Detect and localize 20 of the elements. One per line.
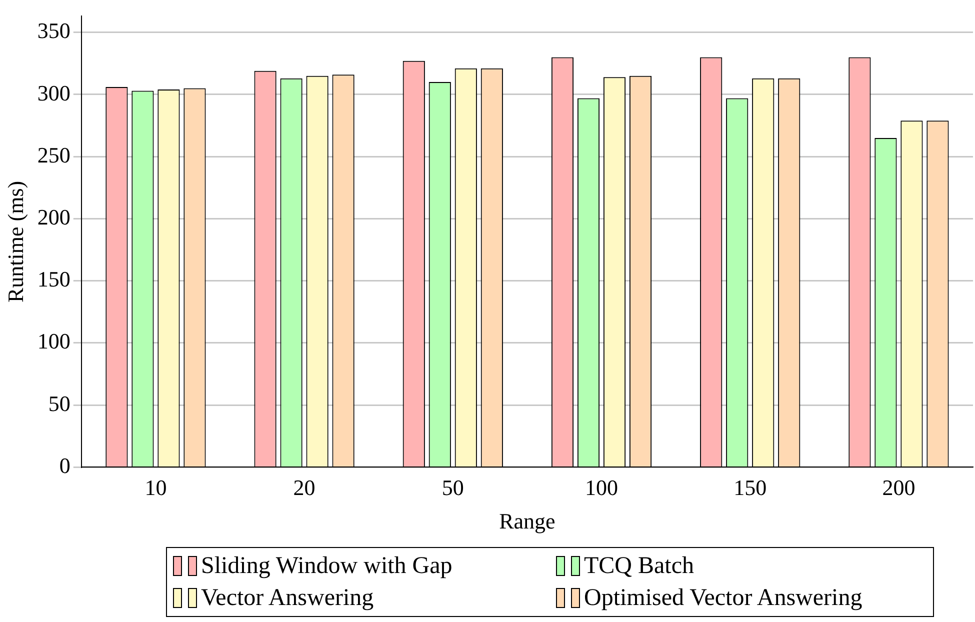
- y-axis-title: Runtime (ms): [2, 180, 28, 303]
- x-tick-label: 100: [585, 475, 618, 500]
- legend-label: TCQ Batch: [584, 552, 694, 580]
- y-tick-label: 50: [48, 390, 70, 416]
- y-tick-label: 300: [37, 80, 70, 106]
- y-tick-label: 100: [37, 328, 70, 354]
- x-tick-label: 150: [734, 475, 767, 500]
- legend-label: Vector Answering: [201, 584, 374, 612]
- x-tick-label: 20: [293, 475, 316, 500]
- y-tick-label: 350: [37, 18, 70, 44]
- y-tick-label: 250: [37, 142, 70, 168]
- y-tick-label: 200: [37, 204, 70, 230]
- y-tick-label: 150: [37, 266, 70, 292]
- x-axis-title: Range: [499, 508, 556, 534]
- legend-label: Optimised Vector Answering: [584, 584, 862, 612]
- y-tick-label: 0: [59, 452, 70, 478]
- legend-label: Sliding Window with Gap: [201, 552, 452, 580]
- x-tick-label: 50: [442, 475, 464, 500]
- x-tick-label: 200: [882, 475, 916, 500]
- x-tick-label: 10: [144, 475, 167, 500]
